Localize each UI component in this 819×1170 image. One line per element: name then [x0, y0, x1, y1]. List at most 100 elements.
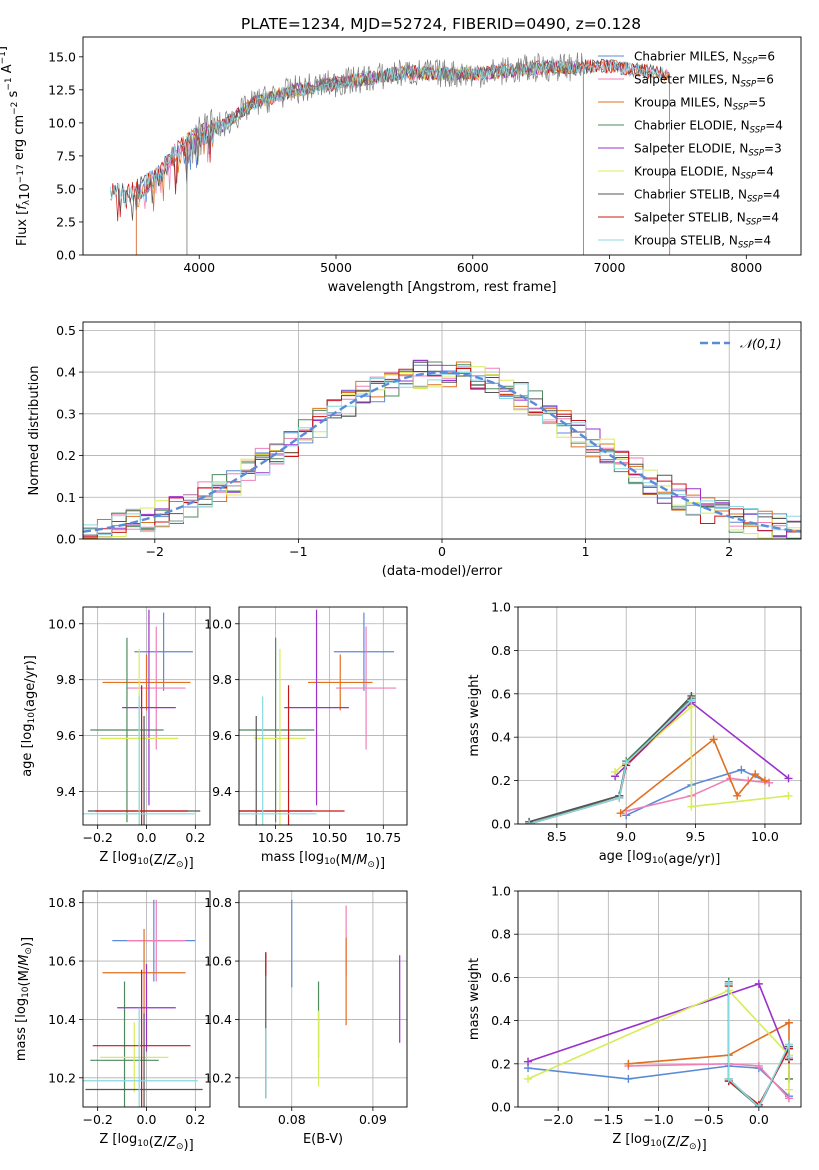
plot-area — [239, 609, 397, 825]
weight-marker — [611, 767, 620, 776]
weight-marker — [615, 793, 624, 802]
chart-Z-age: −0.2 0.0 0.2 9.4 9.6 9.8 10.0 Z [log10(Z/Z⊙)] ag… — [20, 606, 211, 871]
chart-spectrum: 4000 5000 6000 7000 8000 0.0 2.5 5.0 7.5 10.0 12.5… — [0, 36, 802, 295]
x-axis-label: (data-model)/error — [382, 564, 503, 579]
x-tick-label: 0.2 — [185, 830, 205, 845]
y-tick-label: 9.8 — [212, 672, 232, 687]
x-tick-label: 0.0 — [137, 1112, 157, 1127]
weight-line — [527, 989, 790, 1090]
x-axis-label: Z [log10(Z/Z⊙)] — [99, 1132, 193, 1153]
weight-line — [528, 699, 692, 824]
x-tick-label: 8000 — [730, 260, 762, 275]
weight-marker — [751, 770, 760, 779]
y-tick-label: 2.5 — [56, 214, 76, 229]
weight-marker — [784, 791, 793, 800]
weight-marker — [524, 1057, 533, 1066]
x-axis-label: mass [log10(M/M⊙)] — [261, 850, 385, 871]
legend-label: Kroupa MILES, NSSP=5 — [634, 96, 766, 113]
weight-marker — [784, 1040, 793, 1049]
x-tick-label: −1.5 — [593, 1112, 623, 1127]
y-tick-label: 5.0 — [56, 181, 76, 196]
legend-label: Salpeter ELODIE, NSSP=3 — [634, 142, 782, 159]
axes-frame — [517, 606, 802, 825]
y-tick-label: 0.0 — [491, 817, 511, 832]
spectrum-line — [186, 59, 584, 255]
x-tick-label: 2 — [725, 544, 733, 559]
y-tick-label: 0.2 — [56, 448, 76, 463]
weight-line — [614, 701, 789, 780]
weight-marker — [624, 1074, 633, 1083]
legend-label: Chabrier STELIB, NSSP=4 — [634, 188, 780, 205]
x-tick-label: −0.2 — [82, 830, 112, 845]
x-tick-label: 0 — [438, 544, 446, 559]
histogram-step — [83, 372, 801, 535]
weight-marker — [754, 979, 763, 988]
chart-age-weight: 8.5 9.0 9.5 10.0 0.0 0.2 0.4 0.6 0.8 1.0 age [log1… — [467, 600, 802, 867]
x-tick-label: 0.2 — [185, 1112, 205, 1127]
weight-marker — [754, 1061, 763, 1070]
legend: 𝒩(0,1) — [700, 336, 782, 351]
y-tick-label: 0.0 — [56, 532, 76, 547]
y-tick-label: 0.1 — [56, 490, 76, 505]
x-tick-label: 4000 — [183, 260, 215, 275]
x-tick-label: 6000 — [457, 260, 489, 275]
y-tick-label: 0.4 — [56, 365, 76, 380]
legend: Chabrier MILES, NSSP=6 Salpeter MILES, NS… — [598, 50, 783, 251]
weight-marker — [687, 696, 696, 705]
weight-line — [528, 695, 692, 823]
y-axis-label: Normed distribution — [27, 366, 42, 496]
weight-marker — [624, 1059, 633, 1068]
axes-frame — [238, 606, 408, 826]
x-tick-label: 5000 — [320, 260, 352, 275]
y-axis-label: Flux [fλ10−17 erg cm−2 s−1 A−1] — [0, 46, 33, 246]
axes-frame — [238, 890, 408, 1108]
normal-curve — [83, 371, 801, 533]
y-tick-label: 10.6 — [48, 954, 76, 969]
weight-marker — [754, 1103, 763, 1107]
y-tick-label: 10.8 — [48, 895, 76, 910]
weight-line — [628, 1062, 790, 1099]
y-tick-label: 10.8 — [204, 895, 232, 910]
chart-mass-age: 10.25 10.50 10.75 9.4 9.6 9.8 10.0 mass [log10(… — [204, 606, 408, 871]
y-axis-label: mass weight — [467, 958, 482, 1040]
y-tick-label: 0.0 — [56, 248, 76, 263]
weight-marker — [784, 1094, 793, 1103]
y-tick-label: 10.0 — [48, 115, 76, 130]
weight-marker — [616, 809, 625, 818]
y-tick-label: 0.6 — [491, 686, 511, 701]
weight-line — [727, 983, 790, 1107]
spectrum-line — [186, 52, 584, 255]
plot-area — [83, 609, 201, 825]
spectrum-line — [186, 59, 584, 255]
x-tick-label: 10.75 — [365, 830, 401, 845]
legend-label: Kroupa STELIB, NSSP=4 — [634, 234, 771, 251]
plot-area — [83, 359, 801, 539]
weight-marker — [784, 774, 793, 783]
y-tick-label: 9.6 — [212, 728, 232, 743]
y-tick-label: 7.5 — [56, 148, 76, 163]
y-tick-label: 9.4 — [56, 784, 76, 799]
y-tick-label: 1.0 — [491, 600, 511, 615]
spectrum-line — [135, 58, 671, 255]
x-tick-label: 10.0 — [751, 829, 779, 844]
weight-marker — [737, 765, 746, 774]
y-axis-label: mass weight — [467, 674, 482, 756]
weight-marker — [784, 1053, 793, 1062]
x-tick-label: 9.0 — [616, 829, 636, 844]
weight-line — [528, 699, 692, 824]
weight-marker — [784, 1085, 793, 1094]
plot-area — [265, 899, 401, 1099]
y-tick-label: 0.6 — [491, 970, 511, 985]
spectrum-line — [110, 58, 665, 221]
y-tick-label: 10.2 — [204, 1070, 232, 1085]
y-tick-label: 0.8 — [491, 927, 511, 942]
x-tick-label: −2 — [146, 544, 164, 559]
x-axis-label: E(B-V) — [303, 1132, 343, 1147]
x-axis-label: Z [log10(Z/Z⊙)] — [99, 850, 193, 871]
legend-label: Chabrier MILES, NSSP=6 — [634, 50, 775, 67]
legend-label: Chabrier ELODIE, NSSP=4 — [634, 119, 783, 136]
x-tick-label: −0.5 — [693, 1112, 723, 1127]
plot-area — [110, 52, 671, 255]
axes-frame — [82, 606, 211, 826]
